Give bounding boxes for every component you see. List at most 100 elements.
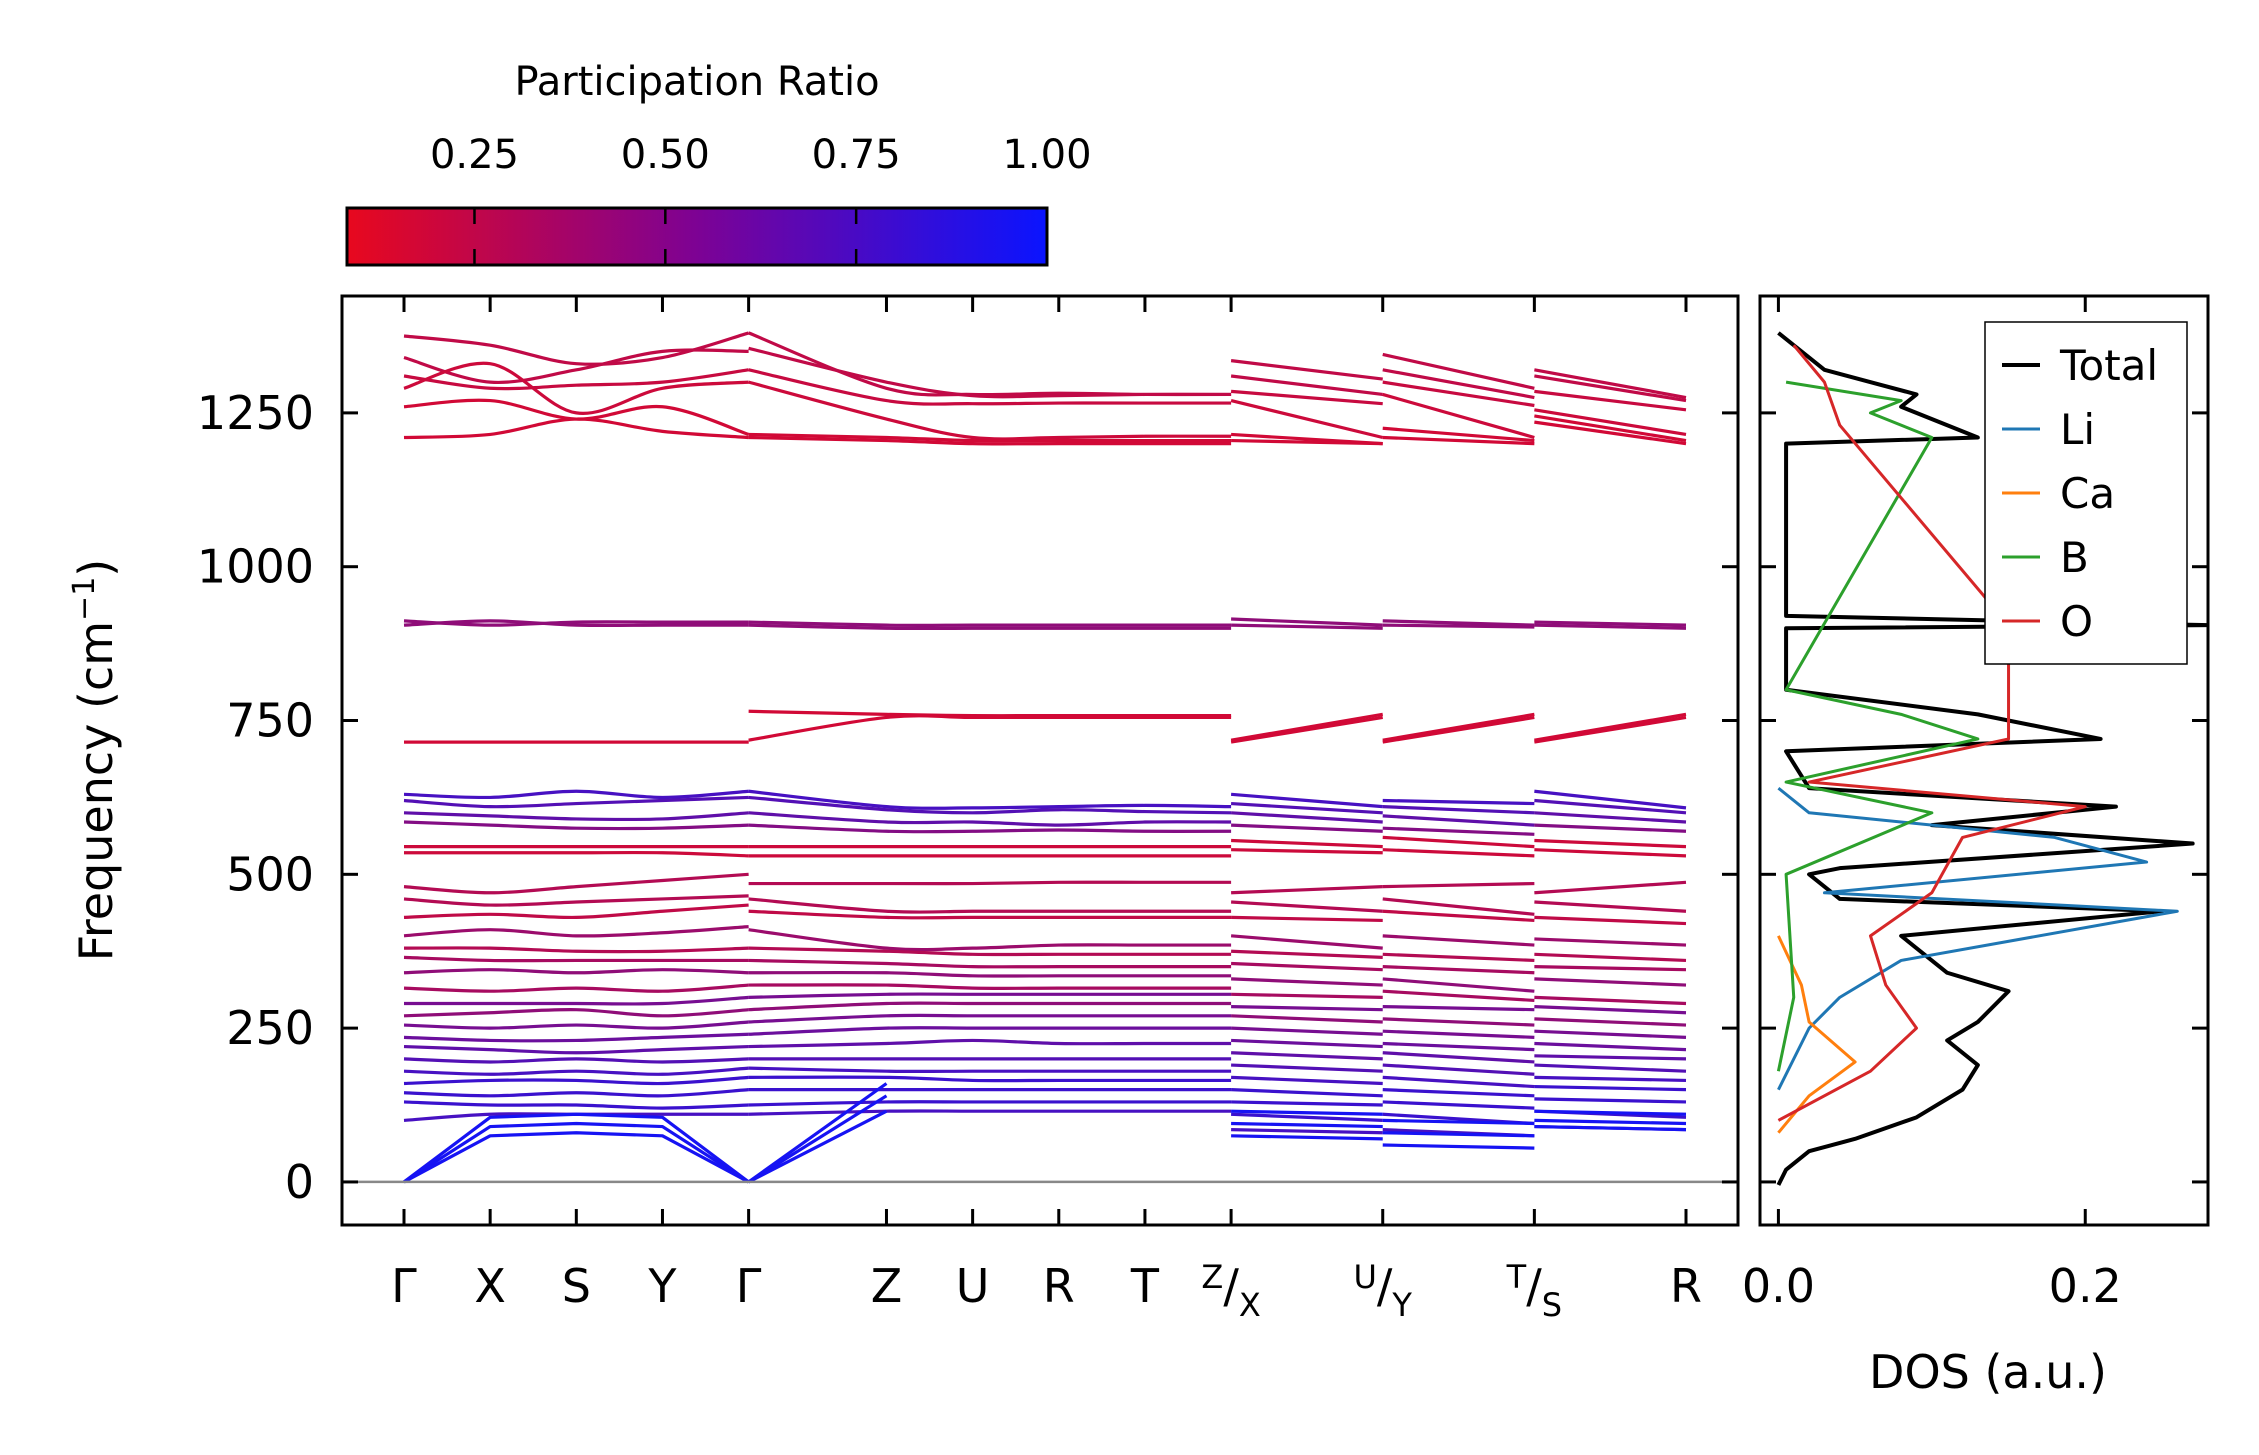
band-branch — [1534, 798, 1687, 815]
colorbar-tick-label: 0.50 — [621, 132, 710, 178]
band-branch — [1534, 1054, 1687, 1061]
k-point-label: Γ — [736, 1259, 762, 1313]
band-branch — [1231, 1038, 1383, 1049]
band-branch — [1382, 1063, 1535, 1076]
band-branch — [748, 1026, 1232, 1036]
ylabel-exponent: −1 — [67, 577, 102, 621]
band-branch — [1231, 1063, 1383, 1073]
band-branch — [1534, 1097, 1687, 1104]
band-branch — [748, 432, 1232, 443]
band-branch — [1534, 823, 1687, 833]
ylabel-main: Frequency (cm — [69, 621, 123, 961]
band-branch — [1534, 937, 1687, 947]
band-branch — [748, 909, 1232, 920]
band-branch — [1382, 826, 1535, 836]
legend-label: O — [2060, 597, 2093, 646]
k-point-label: Z/X — [1201, 1258, 1260, 1324]
band-branch — [403, 968, 749, 975]
band-branch — [1382, 897, 1535, 916]
band-branch — [1382, 352, 1535, 390]
band-branch — [1382, 798, 1535, 806]
band-branch — [1231, 1100, 1383, 1107]
band-branch — [1231, 949, 1383, 959]
band-branch — [1382, 435, 1535, 446]
band-branch — [1534, 414, 1687, 443]
k-point-label: Z — [871, 1259, 903, 1313]
band-branch — [748, 714, 1232, 742]
k-point-label: S — [562, 1259, 591, 1313]
band-branch — [1382, 426, 1535, 443]
band-branch — [748, 795, 1232, 815]
band-branch — [403, 1044, 749, 1055]
band-branch — [1534, 408, 1687, 437]
band-structure-frame — [340, 294, 1740, 1227]
dos-curve-ca — [1777, 935, 1857, 1134]
dos-axis-title: DOS (a.u.) — [1869, 1345, 2107, 1399]
band-branch — [748, 1066, 1232, 1074]
band-branch — [1534, 368, 1687, 400]
band-branch — [403, 946, 749, 954]
band-branch — [1382, 1100, 1535, 1110]
colorbar: Participation Ratio 0.25 0.50 0.75 1.00 — [345, 59, 1092, 267]
band-branch — [403, 348, 749, 385]
band-branch — [403, 955, 749, 963]
band-branch — [1534, 1124, 1687, 1132]
band-branch — [1534, 1075, 1687, 1083]
legend-label: Li — [2060, 405, 2095, 454]
k-point-label: R — [1670, 1259, 1702, 1313]
band-branch — [1382, 909, 1535, 923]
colorbar-tick-label: 1.00 — [1002, 132, 1091, 178]
band-branch — [403, 619, 749, 627]
y-tick-label: 1000 — [197, 540, 314, 594]
band-branch — [748, 1109, 1232, 1116]
dos-curve-o — [1777, 344, 2087, 1122]
band-branch — [1382, 1088, 1535, 1098]
band-branch — [748, 789, 1232, 810]
band-branch — [1230, 359, 1383, 381]
dos-legend: Total Li Ca BO — [1984, 321, 2188, 665]
band-branch — [403, 1008, 749, 1018]
band-branch — [1382, 835, 1535, 849]
band-branch — [1231, 992, 1383, 999]
legend-label: Total — [2059, 341, 2158, 390]
band-branch — [748, 1075, 1232, 1083]
band-branch — [1231, 1134, 1383, 1141]
band-branch — [403, 1100, 749, 1110]
band-branch — [403, 811, 749, 822]
band-branch — [748, 897, 1232, 914]
band-branch — [403, 1032, 749, 1043]
band-branch — [748, 623, 1232, 631]
band-branch — [1230, 792, 1383, 809]
band-branch — [1534, 1118, 1687, 1126]
band-branch — [1534, 995, 1687, 1006]
band-branch — [1231, 1121, 1383, 1129]
band-branch — [1382, 1143, 1535, 1150]
band-branch — [1231, 1004, 1383, 1012]
k-path-ticks: Γ X S Y Γ Z U R T Z/XU/YT/S R — [391, 296, 1702, 1324]
y-tick-label: 1250 — [197, 386, 314, 440]
band-branch — [1382, 1029, 1535, 1039]
band-branch — [403, 995, 749, 1006]
colorbar-tick-label: 0.25 — [430, 132, 519, 178]
band-branch — [1534, 1041, 1687, 1052]
band-branch — [1382, 715, 1535, 744]
band-branch — [1534, 1063, 1687, 1073]
band-branch — [1382, 977, 1535, 993]
k-point-label: Γ — [391, 1259, 417, 1313]
band-branch — [1534, 620, 1687, 627]
band-branch — [1231, 811, 1383, 824]
band-branch — [1534, 389, 1687, 412]
band-branch — [403, 1131, 750, 1184]
dos-panel: 0.0 0.2 DOS (a.u.) Total Li Ca BO — [1742, 294, 2210, 1399]
band-branch — [1534, 1029, 1687, 1039]
dos-frame — [1758, 294, 2210, 1227]
band-branch — [1382, 1075, 1535, 1089]
band-branch — [1382, 1118, 1535, 1126]
band-branch — [403, 1121, 750, 1184]
band-branch — [1382, 952, 1535, 963]
band-branch — [1230, 399, 1384, 440]
band-branch — [1534, 965, 1687, 972]
frequency-ticks: 0 250 500 750 1000 1250 — [197, 386, 2208, 1209]
band-branch — [403, 903, 749, 920]
